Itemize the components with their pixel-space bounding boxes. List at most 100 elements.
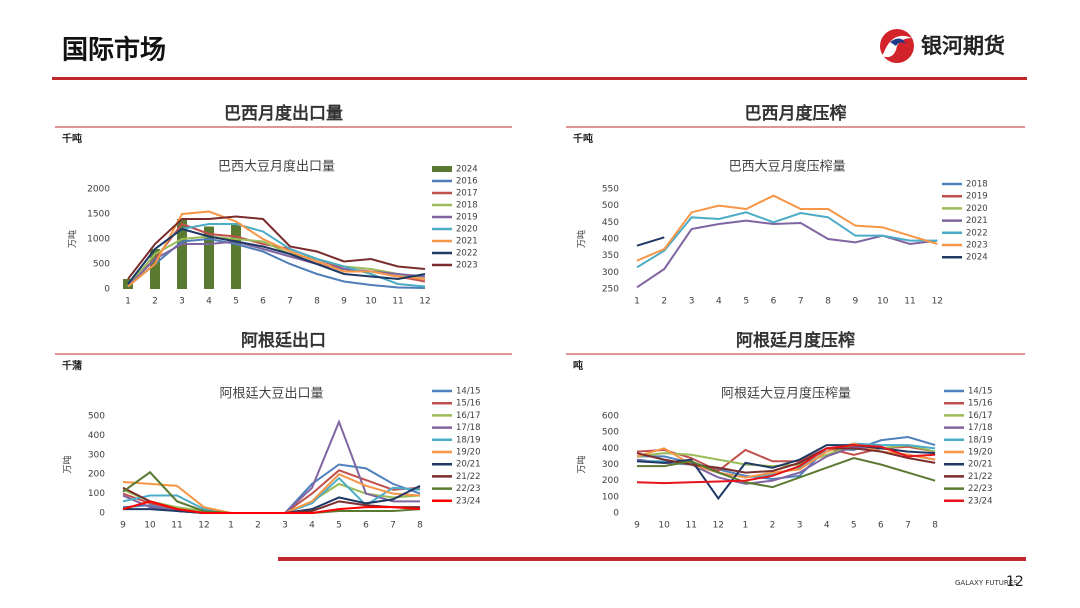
x-tick-label: 8 (825, 297, 831, 307)
x-tick-label: 8 (932, 521, 938, 531)
legend-label: 22/23 (456, 484, 481, 494)
y-tick-label: 450 (602, 218, 619, 228)
bar (204, 226, 214, 289)
x-tick-label: 9 (120, 521, 126, 531)
x-tick-label: 10 (877, 297, 889, 307)
y-tick-label: 250 (602, 285, 619, 295)
chart-title: 巴西大豆月度出口量 (218, 159, 335, 175)
x-tick-label: 4 (716, 297, 722, 307)
legend-label: 19/20 (456, 448, 481, 458)
x-tick-label: 9 (634, 521, 640, 531)
y-tick-label: 0 (99, 509, 105, 519)
legend-label: 2019 (966, 192, 988, 202)
unit-label: 千吨 (573, 132, 593, 145)
legend-label: 23/24 (968, 496, 993, 506)
x-tick-label: 5 (743, 297, 749, 307)
chart-title: 阿根廷大豆月度压榨量 (721, 386, 851, 402)
legend-label: 20/21 (968, 460, 993, 470)
y-tick-label: 550 (602, 185, 619, 195)
x-tick-label: 10 (365, 297, 377, 307)
legend-label: 2023 (456, 261, 478, 271)
y-tick-label: 500 (88, 412, 105, 422)
legend-label: 2021 (966, 216, 988, 226)
y-tick-label: 500 (93, 260, 110, 270)
series-line (122, 500, 421, 514)
x-tick-label: 2 (770, 521, 776, 531)
legend-label: 21/22 (456, 472, 481, 482)
x-tick-label: 5 (233, 297, 239, 307)
y-tick-label: 300 (88, 450, 105, 460)
header-rule (52, 77, 1027, 80)
x-tick-label: 12 (932, 297, 943, 307)
x-tick-label: 6 (878, 521, 884, 531)
y-tick-label: 500 (602, 201, 619, 211)
x-tick-label: 7 (390, 521, 396, 531)
legend-swatch (432, 166, 452, 172)
legend-label: 2024 (456, 165, 478, 175)
x-tick-label: 1 (743, 521, 749, 531)
legend-label: 15/16 (456, 399, 481, 409)
page-number: 12 (1006, 574, 1024, 590)
logo-icon (880, 29, 914, 63)
legend-label: 2022 (456, 249, 478, 259)
legend-label: 21/22 (968, 472, 993, 482)
y-axis-label: 万吨 (576, 455, 588, 473)
x-tick-label: 2 (255, 521, 261, 531)
x-tick-label: 9 (853, 297, 859, 307)
x-tick-label: 7 (905, 521, 911, 531)
series-line (636, 236, 665, 247)
legend-label: 17/18 (456, 423, 481, 433)
x-tick-label: 11 (392, 297, 403, 307)
y-tick-label: 0 (613, 509, 619, 519)
section-title: 巴西月度压榨 (745, 103, 847, 124)
y-tick-label: 1000 (87, 235, 110, 245)
series-line (127, 227, 426, 285)
chart-title: 巴西大豆月度压榨量 (729, 159, 846, 175)
bar (177, 219, 187, 289)
series-line (636, 194, 938, 262)
x-tick-label: 12 (419, 297, 430, 307)
y-tick-label: 2000 (87, 185, 110, 195)
logo-text: 银河期货 (921, 34, 1005, 58)
x-tick-label: 3 (282, 521, 288, 531)
series-line (637, 456, 936, 489)
y-axis-label: 万吨 (576, 230, 588, 248)
legend-label: 20/21 (456, 460, 481, 470)
x-tick-label: 4 (824, 521, 830, 531)
legend-label: 2024 (966, 253, 988, 263)
section-title: 巴西月度出口量 (224, 103, 343, 124)
series-line (127, 215, 426, 280)
y-tick-label: 300 (602, 268, 619, 278)
x-tick-label: 1 (634, 297, 640, 307)
series-line (636, 447, 936, 474)
legend-label: 2020 (456, 225, 478, 235)
legend-label: 16/17 (968, 411, 993, 421)
x-tick-label: 12 (198, 521, 209, 531)
y-tick-label: 0 (104, 285, 110, 295)
legend-label: 2019 (456, 213, 478, 223)
section-title: 阿根廷出口 (241, 330, 326, 351)
legend-label: 22/23 (968, 484, 993, 494)
legend-label: 18/19 (456, 435, 481, 445)
legend-label: 2016 (456, 177, 478, 187)
y-tick-label: 100 (88, 489, 105, 499)
x-tick-label: 6 (363, 521, 369, 531)
series-line (127, 235, 426, 288)
legend-label: 15/16 (968, 399, 993, 409)
section-title: 阿根廷月度压榨 (736, 330, 855, 351)
y-tick-label: 400 (602, 444, 619, 454)
x-tick-label: 10 (658, 521, 670, 531)
x-tick-label: 2 (661, 297, 667, 307)
unit-label: 千吨 (62, 132, 82, 145)
y-tick-label: 100 (602, 492, 619, 502)
legend-label: 2018 (456, 201, 478, 211)
legend-label: 2017 (456, 189, 478, 199)
y-tick-label: 400 (88, 431, 105, 441)
x-tick-label: 8 (417, 521, 423, 531)
page-title: 国际市场 (62, 35, 166, 66)
x-tick-label: 11 (171, 521, 182, 531)
x-tick-label: 10 (144, 521, 156, 531)
x-tick-label: 11 (685, 521, 696, 531)
unit-label: 千蒲 (62, 359, 82, 372)
